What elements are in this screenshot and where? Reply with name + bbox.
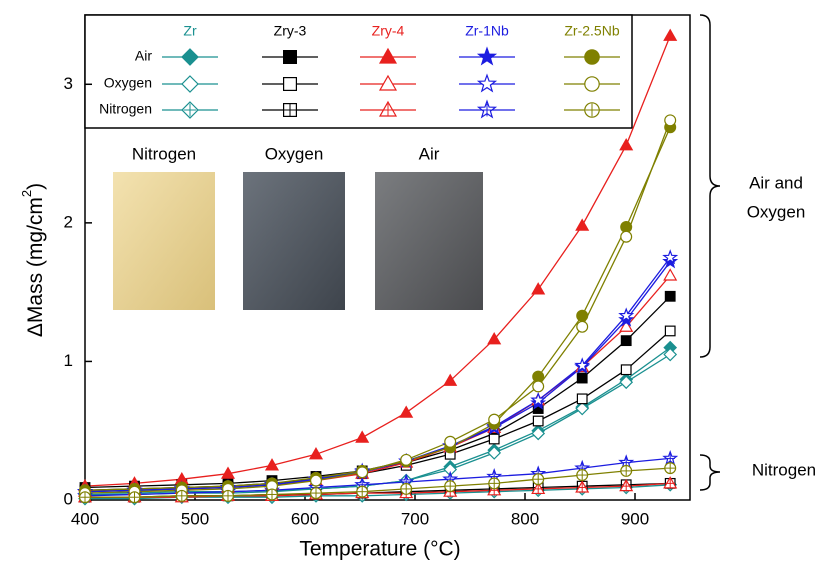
data-point xyxy=(665,326,675,336)
y-axis-title-part: 2 xyxy=(19,190,34,197)
legend-label: Zr xyxy=(183,23,197,39)
data-point xyxy=(665,292,675,302)
y-tick-label: 0 xyxy=(64,489,73,508)
x-tick-label: 600 xyxy=(291,509,319,528)
data-point xyxy=(577,394,587,404)
legend-row-label: Nitrogen xyxy=(99,101,152,117)
y-tick-label: 2 xyxy=(64,212,73,231)
brace xyxy=(700,455,720,490)
legend-marker xyxy=(284,78,297,91)
legend-label: Zr-2.5Nb xyxy=(564,23,619,39)
data-point xyxy=(577,310,588,321)
data-point xyxy=(532,283,544,294)
data-point xyxy=(489,414,500,425)
annotation: Nitrogen xyxy=(752,460,816,479)
y-tick-label: 1 xyxy=(64,351,73,370)
photo-oxygen xyxy=(243,172,345,310)
x-tick-label: 700 xyxy=(401,509,429,528)
data-point xyxy=(664,30,676,40)
legend-marker xyxy=(284,51,297,64)
photo-label: Nitrogen xyxy=(132,144,196,163)
legend-row-label: Oxygen xyxy=(104,75,152,91)
x-tick-label: 400 xyxy=(71,509,99,528)
y-axis-title-part: ΔMass (mg/cm xyxy=(24,197,47,337)
legend-marker xyxy=(585,50,599,64)
photo-nitrogen xyxy=(113,172,215,310)
data-point xyxy=(577,321,588,332)
x-tick-label: 900 xyxy=(621,509,649,528)
data-point xyxy=(621,365,631,375)
photo-air xyxy=(375,172,483,310)
legend-label: Zr-1Nb xyxy=(465,23,509,39)
data-point xyxy=(401,454,412,465)
x-tick-label: 500 xyxy=(181,509,209,528)
legend-row-label: Air xyxy=(135,48,152,64)
x-axis-title: Temperature (°C) xyxy=(299,538,460,561)
data-point xyxy=(621,336,631,346)
data-point xyxy=(533,416,543,426)
x-tick-label: 800 xyxy=(511,509,539,528)
data-point xyxy=(621,231,632,242)
data-point xyxy=(357,467,368,478)
data-point xyxy=(665,115,676,126)
data-point xyxy=(356,432,368,443)
data-point xyxy=(533,381,544,392)
legend-marker xyxy=(585,77,599,91)
data-point xyxy=(577,373,587,383)
legend-label: Zry-3 xyxy=(274,23,307,39)
data-point xyxy=(310,448,322,459)
data-point xyxy=(311,475,322,486)
data-point xyxy=(620,139,632,150)
data-point xyxy=(664,270,676,281)
data-point xyxy=(400,407,412,418)
y-tick-label: 3 xyxy=(64,74,73,93)
legend-box xyxy=(85,15,632,128)
y-axis-title: ΔMass (mg/cm2) xyxy=(19,183,46,337)
annotation: Oxygen xyxy=(747,202,806,221)
data-point xyxy=(576,220,588,231)
y-axis-title-part: ) xyxy=(24,183,47,190)
data-point xyxy=(489,434,499,444)
brace xyxy=(700,15,720,357)
data-point xyxy=(445,436,456,447)
photo-label: Oxygen xyxy=(265,144,324,163)
photo-label: Air xyxy=(419,144,440,163)
annotation: Air and xyxy=(749,173,803,192)
legend-label: Zry-4 xyxy=(372,23,405,39)
chart: Nitrogen Oxygen Air Air and Oxygen Nitro… xyxy=(0,0,828,573)
